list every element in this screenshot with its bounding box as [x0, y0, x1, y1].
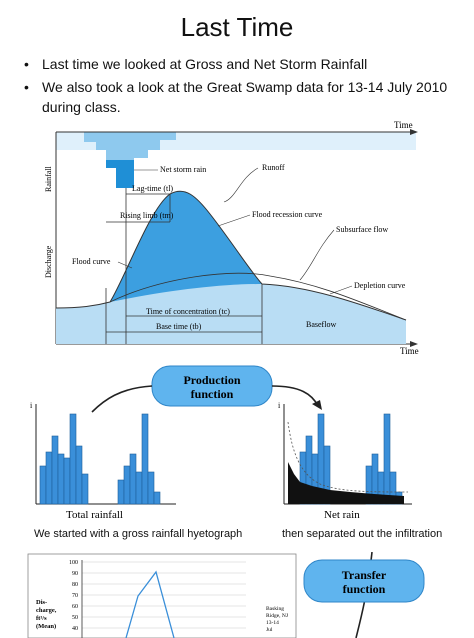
- bullet-dot-icon: •: [24, 56, 29, 72]
- pointer-line: [223, 167, 259, 203]
- bar: [57, 453, 65, 505]
- rainfall-hyetograph: [84, 132, 176, 166]
- y-tick-labels: 100 90 80 70 60 50 40: [69, 560, 78, 632]
- bar: [75, 445, 83, 505]
- bar: [117, 479, 125, 505]
- production-function-label: Production function: [183, 373, 240, 401]
- net-storm-rain-label: Net storm rain: [160, 165, 206, 174]
- base-time-label: Base time (tb): [156, 322, 202, 331]
- axis-i-label: i: [278, 401, 281, 410]
- infiltration-curve: [287, 421, 409, 493]
- caption-left: We started with a gross rainfall hyetogr…: [34, 528, 243, 540]
- bar: [141, 413, 149, 505]
- y-tick: 70: [72, 593, 78, 599]
- pointer-line: [217, 214, 251, 227]
- mini-discharge-chart: 100 90 80 70 60 50 40 Dis- charge, ft³/s…: [27, 552, 425, 638]
- arrow-head-icon: [410, 341, 418, 347]
- time-label-top: Time: [394, 120, 413, 130]
- bar: [135, 471, 143, 505]
- depletion-curve-label: Depletion curve: [354, 281, 406, 290]
- transfer-function-box: [303, 559, 425, 603]
- time-label-bottom: Time: [400, 346, 419, 356]
- bar: [129, 453, 137, 505]
- bar: [39, 465, 47, 505]
- pointer-line: [117, 261, 133, 269]
- svg-text:Basking: Basking: [266, 606, 284, 612]
- bullet-list: • Last time we looked at Gross and Net St…: [20, 54, 460, 120]
- arrow-head-icon: [312, 400, 322, 410]
- y-tick: 60: [72, 604, 78, 610]
- net-storm-rain-bar: [106, 160, 116, 168]
- bar: [51, 435, 59, 505]
- process-diagram: Production function i Total rainfall i: [30, 365, 412, 521]
- bar: [147, 471, 155, 505]
- net-storm-rain-bar: [116, 160, 134, 188]
- slide-title: Last Time: [180, 12, 294, 42]
- bullet-text: Last time we looked at Gross and Net Sto…: [42, 56, 368, 72]
- runoff-label: Runoff: [262, 163, 285, 172]
- flood-curve-label: Flood curve: [72, 257, 111, 266]
- bullet-item: • Last time we looked at Gross and Net St…: [20, 54, 460, 74]
- bullet-item: • We also took a look at the Great Swamp …: [20, 77, 460, 117]
- concentration-label: Time of concentration (tc): [146, 307, 230, 316]
- bar: [123, 465, 131, 505]
- bar: [45, 451, 53, 505]
- bar: [63, 457, 71, 505]
- total-rainfall-label: Total rainfall: [66, 509, 123, 521]
- discharge-axis-label: Discharge: [44, 245, 53, 278]
- curve-arrow-left: [91, 385, 153, 413]
- storm-hydrograph: [110, 191, 262, 302]
- y-tick: 50: [72, 615, 78, 621]
- bar: [81, 473, 89, 505]
- discharge-line: [125, 570, 175, 638]
- arrow-head-icon: [410, 129, 418, 135]
- svg-text:13-14: 13-14: [266, 620, 279, 626]
- rising-limb-label: Rising limb (tm): [120, 211, 174, 220]
- infiltration-area: [288, 462, 404, 504]
- baseflow-area: [56, 284, 406, 344]
- transfer-function-label: Transfer function: [342, 568, 387, 596]
- axis-i-label: i: [30, 401, 33, 410]
- flood-recession-label: Flood recession curve: [252, 210, 323, 219]
- pointer-line: [329, 285, 353, 295]
- lag-time-label: Lag-time (tl): [132, 184, 173, 193]
- bar: [69, 413, 77, 505]
- y-tick: 80: [72, 582, 78, 588]
- hydrograph-diagram: Time Time Rainfall Discharge Lag-time (t…: [44, 120, 419, 356]
- subsurface-flow-label: Subsurface flow: [336, 225, 388, 234]
- caption-right: then separated out the infiltration: [282, 528, 443, 540]
- y-tick: 40: [72, 626, 78, 632]
- rainfall-axis-label: Rainfall: [44, 165, 53, 192]
- gridlines: [82, 561, 246, 629]
- total-rainfall-bars: [39, 413, 161, 505]
- bullet-text: We also took a look at the Great Swamp d…: [42, 79, 448, 115]
- subsurface-flow-line: [109, 272, 407, 321]
- bullet-dot-icon: •: [24, 79, 29, 95]
- bar: [153, 491, 161, 505]
- y-tick: 90: [72, 571, 78, 577]
- bar: [383, 413, 391, 505]
- pointer-line: [299, 229, 335, 281]
- svg-text:Ridge, NJ: Ridge, NJ: [266, 613, 289, 619]
- mini-ylabel: Dis- charge, ft³/s (Mean): [36, 599, 58, 630]
- net-rain-label: Net rain: [324, 509, 360, 521]
- mini-legend: Basking Ridge, NJ 13-14 Jul: [266, 606, 289, 633]
- svg-text:Jul: Jul: [266, 627, 273, 633]
- baseflow-label: Baseflow: [306, 320, 336, 329]
- y-tick: 100: [69, 560, 78, 566]
